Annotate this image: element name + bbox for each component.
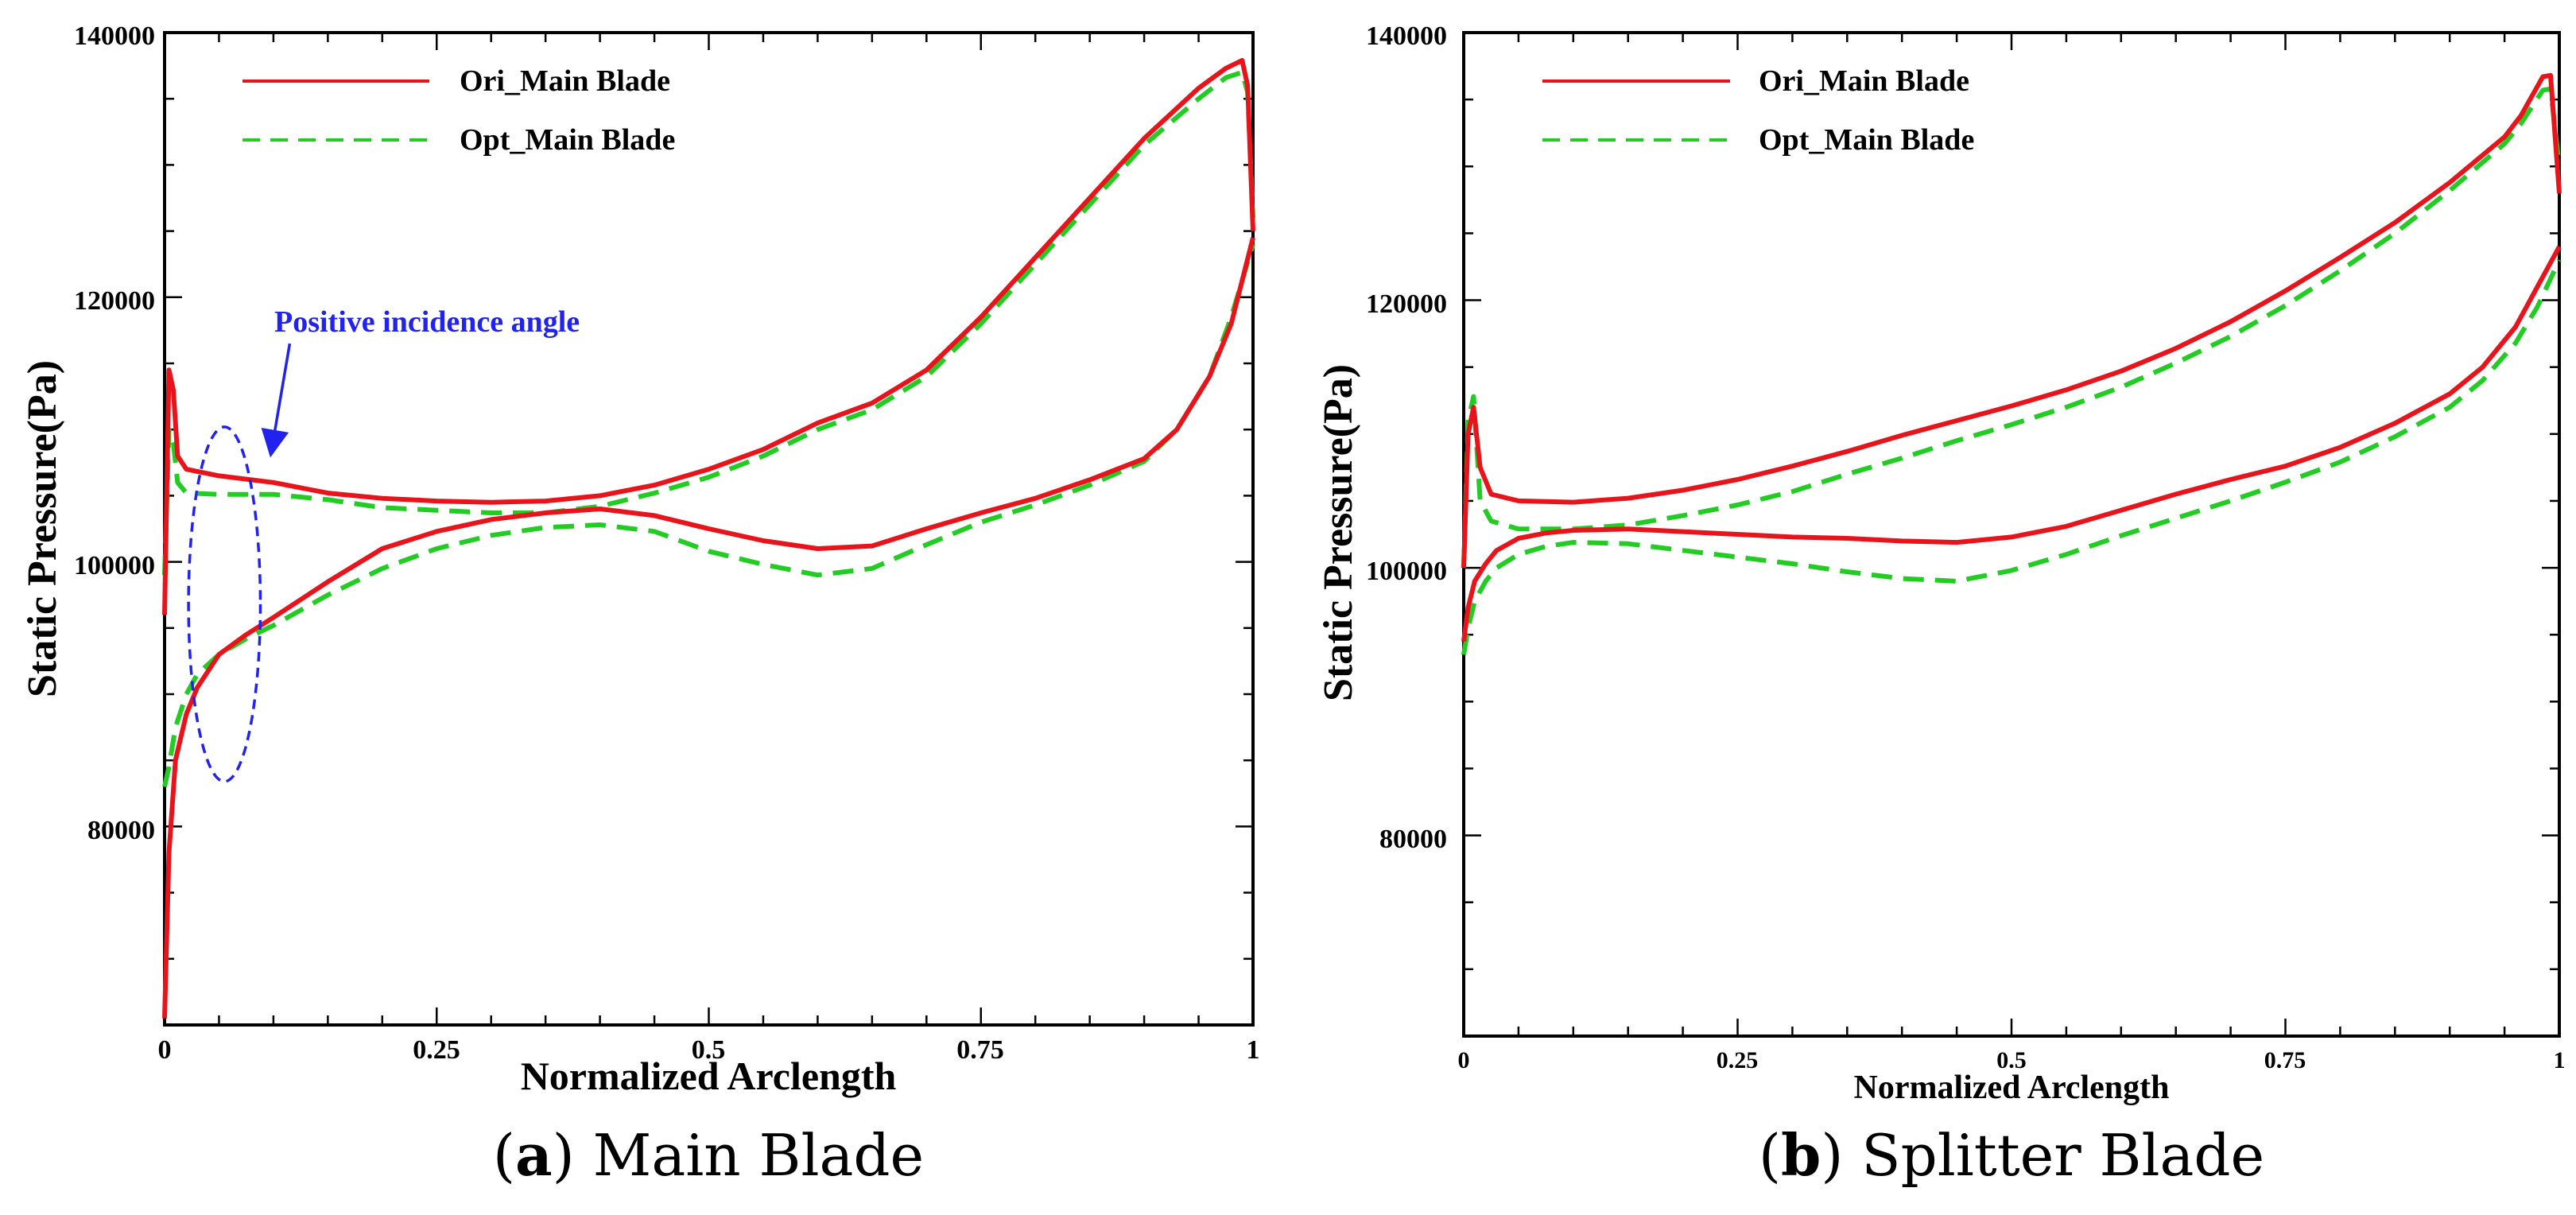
legend-label-opt: Opt_Main Blade xyxy=(460,123,675,157)
series-line-ori-suction xyxy=(1461,72,2562,569)
y-tick-label: 120000 xyxy=(1366,289,1447,319)
series-line-opt-pressure xyxy=(1461,258,2562,655)
grid-ticks xyxy=(1462,31,2561,1038)
series-line-ori-suction xyxy=(162,57,1255,615)
series-line-opt-suction xyxy=(1461,86,2562,569)
y-axis-title: Static Pressure(Pa) xyxy=(1316,364,1361,701)
series-line-ori-pressure xyxy=(1461,245,2562,642)
annotation-label: Positive incidence angle xyxy=(274,305,580,339)
y-tick-label: 100000 xyxy=(1366,557,1447,586)
y-tick-label: 140000 xyxy=(1366,21,1447,51)
x-tick-label: 0.75 xyxy=(2264,1047,2306,1073)
caption-b: (b) Splitter Blade xyxy=(1759,1121,2264,1189)
x-tick-label: 0.25 xyxy=(413,1035,460,1065)
chart-panel-b: 0 0.25 0.5 0.75 1 80000 100000 120000 14… xyxy=(1316,21,2566,1189)
x-axis-title: Normalized Arclength xyxy=(1854,1069,2170,1106)
plot-frame xyxy=(1462,31,2561,1038)
x-tick-label: 0 xyxy=(1458,1047,1470,1073)
series-line-ori-pressure xyxy=(162,237,1255,1019)
caption-a: (a) Main Blade xyxy=(493,1121,924,1189)
x-tick-label: 0.5 xyxy=(692,1035,726,1065)
grid-ticks xyxy=(163,31,1255,1027)
x-tick-label: 0.5 xyxy=(1996,1047,2027,1073)
annotation-ellipse xyxy=(187,425,262,783)
x-tick-label: 0.25 xyxy=(1717,1047,1759,1073)
y-tick-label: 80000 xyxy=(1379,825,1447,854)
series-line-opt-suction xyxy=(162,69,1255,576)
x-tick-label: 0 xyxy=(158,1035,172,1065)
legend-label-ori: Ori_Main Blade xyxy=(460,64,670,98)
x-tick-label: 0.75 xyxy=(956,1035,1004,1065)
annotation-arrow xyxy=(261,343,292,458)
y-tick-label: 100000 xyxy=(74,551,155,580)
chart-panel-a: 0 0.25 0.5 0.75 1 80000 100000 120000 14… xyxy=(20,21,1260,1189)
x-axis-title: Normalized Arclength xyxy=(521,1054,897,1098)
y-tick-label: 140000 xyxy=(74,21,155,51)
series-line-opt-pressure xyxy=(162,243,1255,788)
x-tick-label: 1 xyxy=(2554,1047,2566,1073)
legend-label-ori: Ori_Main Blade xyxy=(1759,64,1969,98)
y-tick-label: 80000 xyxy=(87,816,155,845)
legend-label-opt: Opt_Main Blade xyxy=(1759,123,1974,157)
x-tick-label: 1 xyxy=(1247,1035,1260,1065)
y-axis-title: Static Pressure(Pa) xyxy=(20,360,65,697)
y-tick-label: 120000 xyxy=(74,286,155,316)
